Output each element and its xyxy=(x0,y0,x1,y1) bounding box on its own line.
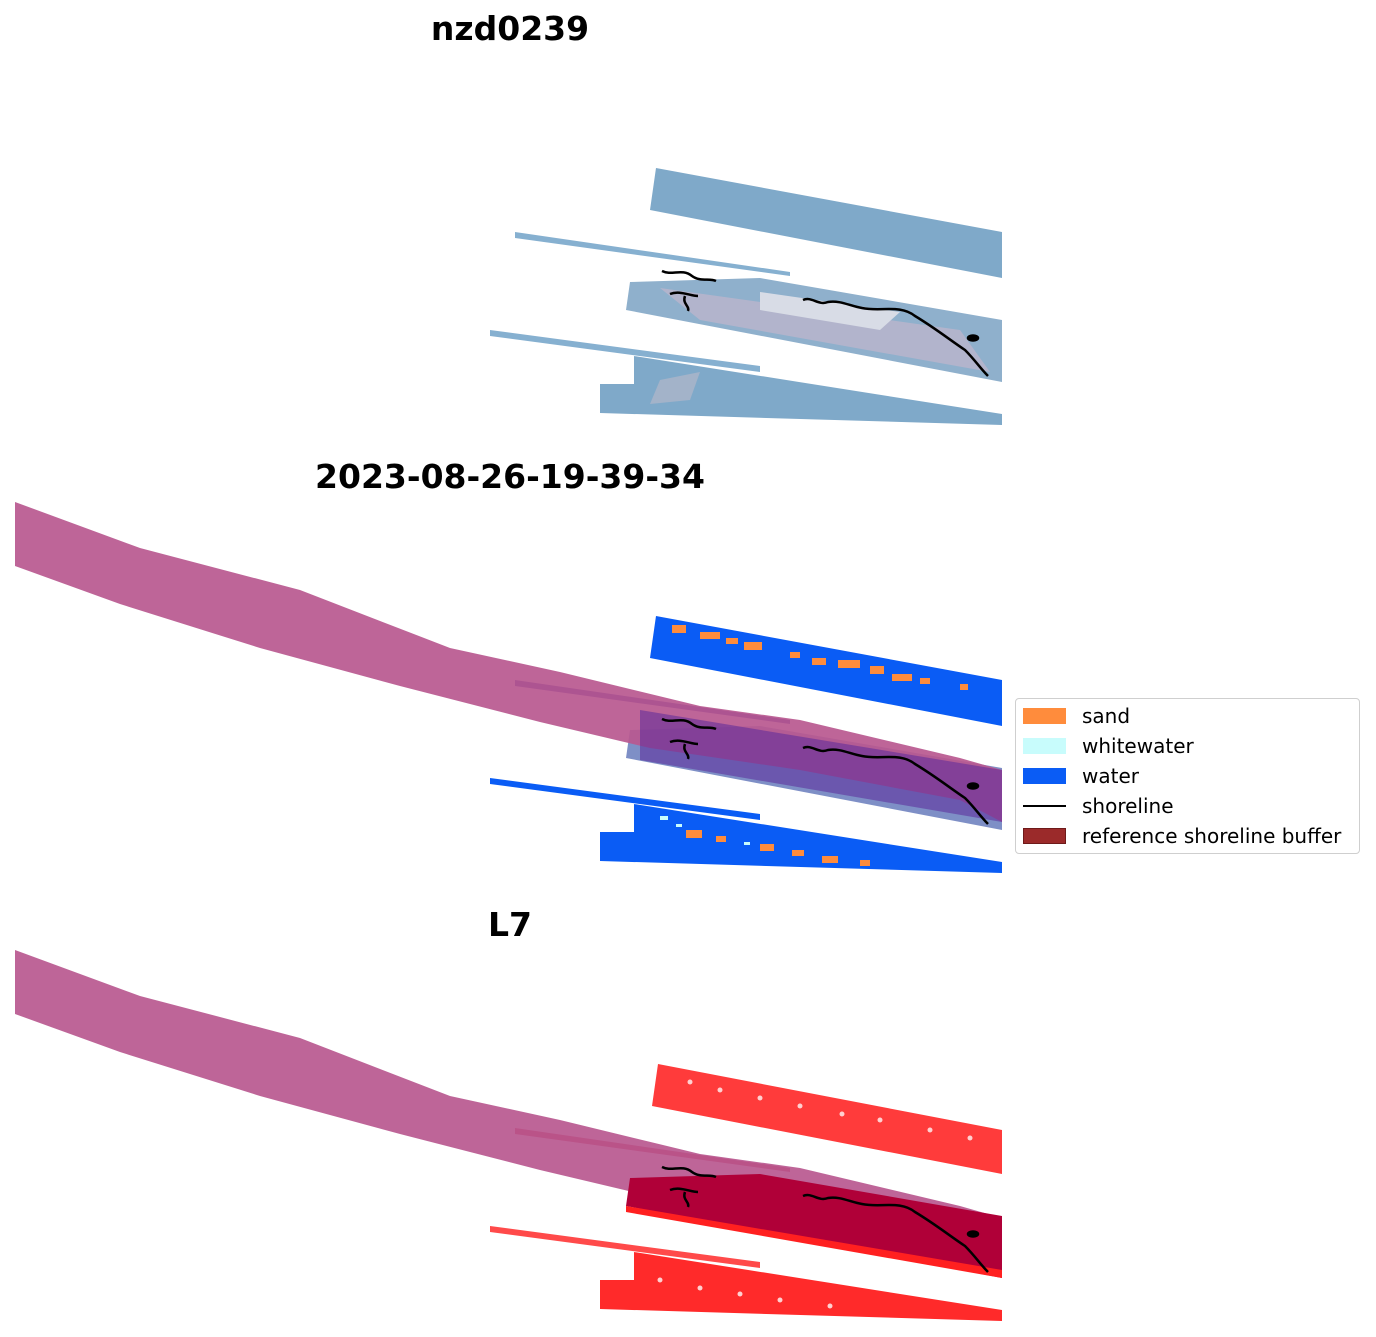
water-swatch-icon xyxy=(1023,768,1066,784)
legend-label: sand xyxy=(1082,704,1131,728)
buffer-swatch-icon xyxy=(1023,828,1066,844)
image-strip-thin-lower xyxy=(490,330,760,372)
panel-title-date: 2023-08-26-19-39-34 xyxy=(315,457,705,496)
reference-shoreline-buffer xyxy=(15,502,1002,822)
rgb-image-panel xyxy=(490,168,1002,425)
index-panel xyxy=(15,950,1002,1321)
water-strip-bottom xyxy=(600,804,1002,873)
image-strip-top xyxy=(650,168,1002,278)
index-strip-thin-lower xyxy=(490,1226,760,1268)
legend-label: whitewater xyxy=(1082,734,1194,758)
image-strip-bottom xyxy=(600,356,1002,425)
legend-item-sand: sand xyxy=(1023,704,1130,728)
index-beach-strip xyxy=(626,1174,1002,1278)
index-strip-top xyxy=(652,1064,1002,1174)
legend-item-shoreline: shoreline xyxy=(1023,794,1174,818)
whitewater-swatch-icon xyxy=(1023,738,1066,754)
shoreline-contour xyxy=(661,1165,989,1273)
sand-pixels-bottom xyxy=(686,830,870,866)
image-strip-beach xyxy=(626,278,1002,382)
sand-swatch-icon xyxy=(1023,708,1066,724)
classification-panel xyxy=(15,502,1002,873)
legend-label: shoreline xyxy=(1082,794,1174,818)
water-strip-thin-lower xyxy=(490,778,760,820)
legend: sand whitewater water shoreline referenc… xyxy=(1015,698,1360,854)
panel-title-image: nzd0239 xyxy=(430,9,590,48)
sand-pixels-top xyxy=(672,625,968,690)
legend-label: reference shoreline buffer xyxy=(1082,824,1342,848)
legend-item-water: water xyxy=(1023,764,1139,788)
legend-item-reference-buffer: reference shoreline buffer xyxy=(1023,824,1341,848)
index-strip-bottom xyxy=(600,1252,1002,1321)
shoreline-contour xyxy=(661,717,989,825)
legend-item-whitewater: whitewater xyxy=(1023,734,1194,758)
shoreline-contour xyxy=(661,269,989,377)
legend-label: water xyxy=(1082,764,1139,788)
panel-title-satellite: L7 xyxy=(488,905,532,944)
image-strip-thin-upper xyxy=(515,232,790,276)
shoreline-line-icon xyxy=(1023,805,1066,807)
